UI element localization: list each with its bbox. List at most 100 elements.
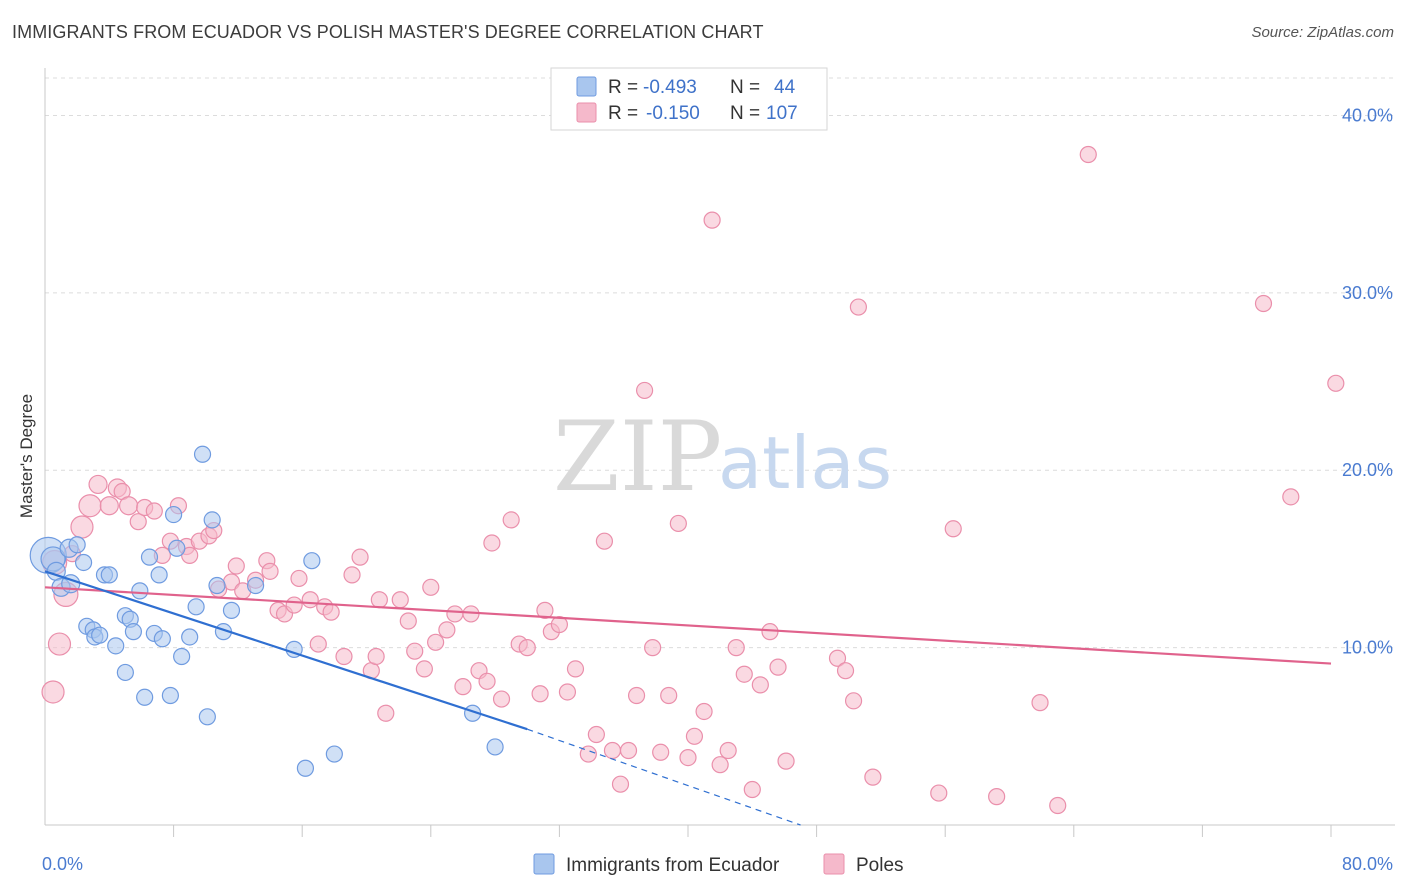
poles-point — [70, 515, 94, 539]
ecuador-point — [68, 536, 86, 554]
poles-point — [635, 381, 654, 400]
legend-r-value-ecuador: -0.493 — [643, 77, 697, 98]
poles-point — [478, 672, 496, 690]
poles-point — [1254, 294, 1273, 313]
poles-point — [518, 639, 536, 657]
ecuador-point — [165, 505, 183, 524]
ecuador-point — [296, 759, 315, 777]
poles-trend-line — [44, 586, 1332, 665]
poles-point — [290, 569, 308, 588]
poles-point — [335, 647, 353, 666]
poles-point — [836, 662, 855, 680]
ecuador-point — [187, 598, 205, 616]
poles-point — [669, 514, 687, 533]
poles-point — [285, 596, 303, 614]
poles-point — [735, 665, 753, 683]
poles-point — [454, 678, 472, 696]
ecuador-point — [181, 628, 199, 646]
poles-point — [41, 680, 65, 704]
ecuador-point — [203, 511, 221, 529]
legend-r-label-poles: R = — [608, 103, 638, 124]
poles-point — [660, 686, 678, 705]
legend-n-label-poles: N = — [730, 103, 760, 124]
poles-point — [322, 603, 340, 621]
source-label: Source: ZipAtlas.com — [1251, 24, 1394, 41]
poles-point — [406, 642, 424, 660]
trend-lines — [44, 570, 1332, 826]
ecuador-point — [150, 566, 168, 584]
poles-point — [1282, 488, 1300, 506]
poles-point — [438, 621, 456, 639]
poles-point — [727, 639, 745, 657]
poles-point — [685, 727, 704, 745]
legend-n-label-ecuador: N = — [730, 77, 760, 98]
poles-point — [695, 702, 713, 721]
poles-point — [446, 605, 464, 623]
ecuador-point — [246, 576, 265, 595]
poles-point — [145, 502, 163, 520]
poles-point — [988, 788, 1006, 806]
ecuador-point — [486, 738, 504, 756]
poles-point — [769, 658, 787, 676]
poles-point — [587, 725, 605, 744]
poles-point — [844, 692, 863, 710]
ecuador-point — [193, 445, 212, 463]
watermark-atlas: atlas — [718, 421, 892, 505]
poles-point — [351, 548, 369, 566]
series-legend-swatch-poles — [823, 853, 845, 875]
legend-swatch-poles — [576, 102, 597, 123]
poles-point — [536, 601, 554, 619]
poles-point — [531, 685, 549, 703]
x-tick-label: 80.0% — [1342, 854, 1393, 874]
poles-point — [828, 649, 847, 667]
ecuador-point — [140, 548, 159, 566]
poles-point — [743, 780, 761, 799]
ecuador-trend-extension — [527, 728, 801, 826]
poles-point — [78, 494, 102, 518]
poles-point — [679, 748, 697, 767]
y-tick-label: 20.0% — [1342, 460, 1393, 480]
poles-point — [603, 741, 622, 760]
poles-point — [377, 704, 395, 722]
poles-point — [703, 211, 721, 229]
ecuador-trend-line — [44, 570, 528, 731]
ecuador-point — [161, 686, 179, 705]
ecuador-point — [107, 637, 125, 655]
series-legend: Immigrants from Ecuador Poles — [533, 853, 904, 876]
poles-point — [864, 768, 882, 786]
ecuador-point — [208, 576, 226, 595]
axes — [44, 68, 1395, 837]
poles-point — [370, 591, 388, 609]
poles-point — [367, 647, 385, 666]
poles-point — [719, 741, 737, 760]
ecuador-point — [153, 630, 171, 648]
series-legend-label-ecuador: Immigrants from Ecuador — [566, 855, 780, 876]
poles-point — [492, 690, 511, 708]
poles-point — [118, 496, 139, 516]
legend-n-value-poles: 107 — [766, 103, 798, 124]
poles-point — [595, 532, 614, 550]
ecuador-point — [173, 647, 191, 666]
poles-point — [99, 496, 119, 516]
poles-point — [1079, 145, 1097, 164]
poles-point — [391, 591, 409, 609]
poles-point — [502, 511, 520, 529]
poles-point — [652, 743, 670, 761]
poles-point — [930, 784, 948, 802]
poles-point — [558, 683, 577, 701]
poles-point — [619, 741, 638, 760]
ecuador-point — [74, 553, 93, 572]
x-tick-label: 0.0% — [42, 854, 83, 874]
ecuador-point — [198, 708, 216, 726]
ecuador-point — [131, 582, 149, 600]
gridlines — [45, 77, 1395, 649]
legend-n-value-ecuador: 44 — [774, 77, 796, 98]
poles-point — [1031, 694, 1049, 712]
watermark-zip: ZIP — [553, 401, 722, 513]
poles-point — [751, 676, 769, 694]
poles-point — [129, 513, 147, 531]
poles-point — [550, 615, 569, 634]
ecuador-point — [91, 626, 109, 644]
poles-point — [181, 546, 199, 564]
